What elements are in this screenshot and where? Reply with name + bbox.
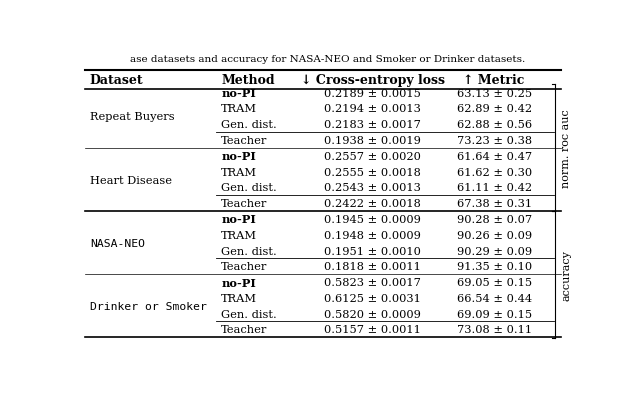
Text: 90.28 ± 0.07: 90.28 ± 0.07 <box>456 215 532 225</box>
Text: 63.13 ± 0.25: 63.13 ± 0.25 <box>456 89 532 98</box>
Text: Teacher: Teacher <box>221 199 268 209</box>
Text: 61.11 ± 0.42: 61.11 ± 0.42 <box>456 183 532 193</box>
Text: NASA-NEO: NASA-NEO <box>90 238 145 248</box>
Text: 0.1945 ± 0.0009: 0.1945 ± 0.0009 <box>324 215 421 225</box>
Text: ↓ Cross-entropy loss: ↓ Cross-entropy loss <box>301 74 445 87</box>
Text: TRAM: TRAM <box>221 167 257 177</box>
Text: TRAM: TRAM <box>221 104 257 114</box>
Text: 0.2422 ± 0.0018: 0.2422 ± 0.0018 <box>324 199 421 209</box>
Text: 0.5157 ± 0.0011: 0.5157 ± 0.0011 <box>324 325 421 335</box>
Text: 0.1951 ± 0.0010: 0.1951 ± 0.0010 <box>324 246 421 256</box>
Text: no-PI: no-PI <box>221 277 256 288</box>
Text: 73.08 ± 0.11: 73.08 ± 0.11 <box>456 325 532 335</box>
Text: 61.64 ± 0.47: 61.64 ± 0.47 <box>456 152 532 162</box>
Text: 0.2194 ± 0.0013: 0.2194 ± 0.0013 <box>324 104 421 114</box>
Text: Heart Disease: Heart Disease <box>90 175 172 185</box>
Text: Method: Method <box>221 74 275 87</box>
Text: TRAM: TRAM <box>221 293 257 303</box>
Text: Repeat Buyers: Repeat Buyers <box>90 112 175 122</box>
Text: 0.5820 ± 0.0009: 0.5820 ± 0.0009 <box>324 309 421 319</box>
Text: 69.05 ± 0.15: 69.05 ± 0.15 <box>456 277 532 288</box>
Text: 73.23 ± 0.38: 73.23 ± 0.38 <box>456 136 532 146</box>
Text: Dataset: Dataset <box>90 74 143 87</box>
Text: 0.2189 ± 0.0015: 0.2189 ± 0.0015 <box>324 89 421 98</box>
Text: 61.62 ± 0.30: 61.62 ± 0.30 <box>456 167 532 177</box>
Text: TRAM: TRAM <box>221 230 257 240</box>
Text: 66.54 ± 0.44: 66.54 ± 0.44 <box>456 293 532 303</box>
Text: Gen. dist.: Gen. dist. <box>221 120 277 130</box>
Text: 90.29 ± 0.09: 90.29 ± 0.09 <box>456 246 532 256</box>
Text: no-PI: no-PI <box>221 214 256 225</box>
Text: 0.2557 ± 0.0020: 0.2557 ± 0.0020 <box>324 152 421 162</box>
Text: Gen. dist.: Gen. dist. <box>221 309 277 319</box>
Text: 90.26 ± 0.09: 90.26 ± 0.09 <box>456 230 532 240</box>
Text: Gen. dist.: Gen. dist. <box>221 183 277 193</box>
Text: Teacher: Teacher <box>221 136 268 146</box>
Text: 0.1938 ± 0.0019: 0.1938 ± 0.0019 <box>324 136 421 146</box>
Text: 0.2555 ± 0.0018: 0.2555 ± 0.0018 <box>324 167 421 177</box>
Text: 0.6125 ± 0.0031: 0.6125 ± 0.0031 <box>324 293 421 303</box>
Text: 91.35 ± 0.10: 91.35 ± 0.10 <box>456 262 532 271</box>
Text: Drinker or Smoker: Drinker or Smoker <box>90 301 207 311</box>
Text: no-PI: no-PI <box>221 88 256 99</box>
Text: 0.1948 ± 0.0009: 0.1948 ± 0.0009 <box>324 230 421 240</box>
Text: ↑ Metric: ↑ Metric <box>463 74 525 87</box>
Text: 0.2183 ± 0.0017: 0.2183 ± 0.0017 <box>324 120 421 130</box>
Text: Teacher: Teacher <box>221 325 268 335</box>
Text: 62.89 ± 0.42: 62.89 ± 0.42 <box>456 104 532 114</box>
Text: norm. roc auc: norm. roc auc <box>561 109 571 188</box>
Text: 67.38 ± 0.31: 67.38 ± 0.31 <box>456 199 532 209</box>
Text: 69.09 ± 0.15: 69.09 ± 0.15 <box>456 309 532 319</box>
Text: 62.88 ± 0.56: 62.88 ± 0.56 <box>456 120 532 130</box>
Text: 0.1818 ± 0.0011: 0.1818 ± 0.0011 <box>324 262 421 271</box>
Text: 0.5823 ± 0.0017: 0.5823 ± 0.0017 <box>324 277 421 288</box>
Text: 0.2543 ± 0.0013: 0.2543 ± 0.0013 <box>324 183 421 193</box>
Text: ase datasets and accuracy for NASA-NEO and Smoker or Drinker datasets.: ase datasets and accuracy for NASA-NEO a… <box>131 55 525 64</box>
Text: Teacher: Teacher <box>221 262 268 271</box>
Text: accuracy: accuracy <box>561 249 571 300</box>
Text: Gen. dist.: Gen. dist. <box>221 246 277 256</box>
Text: no-PI: no-PI <box>221 151 256 162</box>
